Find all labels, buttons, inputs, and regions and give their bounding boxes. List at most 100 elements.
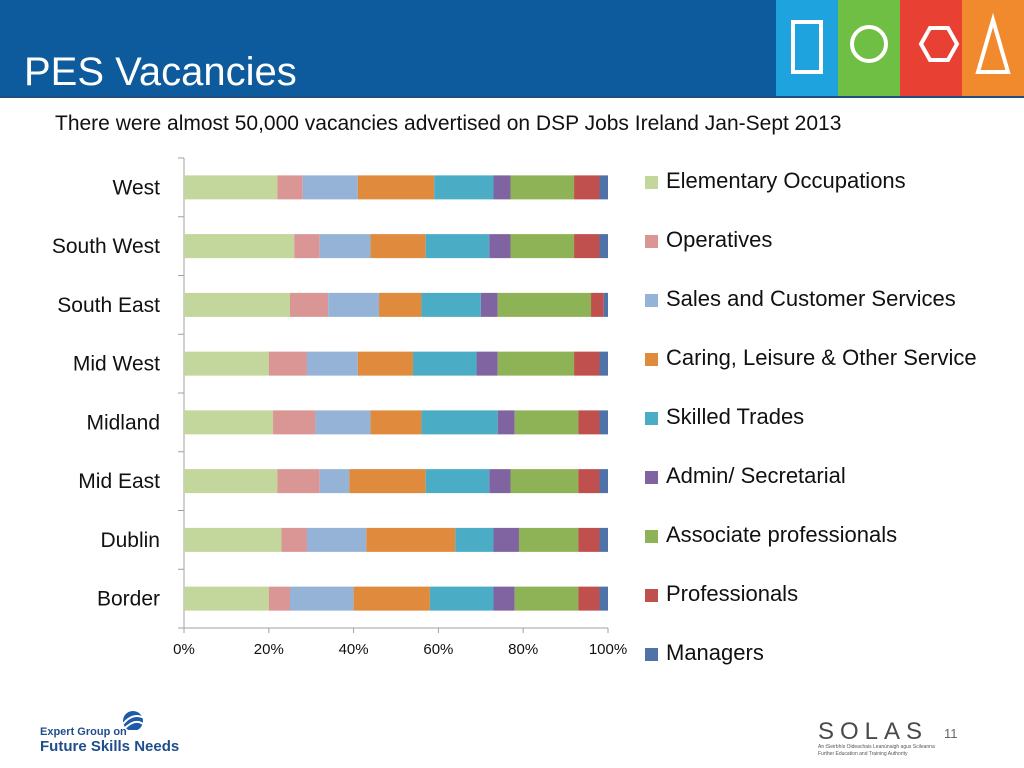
category-label: Dublin	[100, 529, 160, 552]
legend-label: Admin/ Secretarial	[666, 463, 846, 488]
legend-swatch	[645, 412, 658, 425]
shapes-logo	[776, 0, 1024, 96]
bar-segment	[493, 175, 511, 200]
bar-segment	[514, 410, 579, 435]
bar-segment	[184, 410, 274, 435]
legend-swatch	[645, 471, 658, 484]
bar-segment	[315, 410, 371, 435]
bar-segment	[425, 234, 490, 259]
bar-segment	[184, 234, 295, 259]
bar-segment	[319, 234, 371, 259]
legend-label: Professionals	[666, 581, 799, 606]
bar-segment	[434, 175, 494, 200]
bar-segment	[357, 175, 435, 200]
legend-label: Sales and Customer Services	[666, 286, 956, 311]
legend-label: Associate professionals	[666, 522, 898, 547]
bar-segment	[366, 527, 456, 552]
bar-segment	[184, 175, 278, 200]
bar-segment	[421, 410, 498, 435]
legend-swatch	[645, 235, 658, 248]
bar-segment	[599, 234, 608, 259]
bar-segment	[510, 469, 579, 494]
bar-segment	[489, 234, 511, 259]
legend-label: Operatives	[666, 227, 773, 252]
bar-segment	[277, 469, 320, 494]
bar-segment	[599, 586, 608, 611]
bar-segment	[294, 234, 320, 259]
expert-group-logo	[122, 711, 145, 730]
bar-segment	[489, 469, 511, 494]
expert-group-line2: Future Skills Needs	[40, 738, 180, 755]
bar-segment	[599, 410, 608, 435]
header-divider	[0, 96, 1024, 98]
bar-segment	[268, 351, 307, 376]
legend-swatch	[645, 589, 658, 602]
category-label: West	[113, 176, 161, 199]
bar-segment	[290, 586, 354, 611]
logo-block-red	[900, 0, 962, 96]
bar-segment	[353, 586, 430, 611]
bar-segment	[510, 175, 575, 200]
header-bar	[0, 0, 776, 96]
bar-segment	[370, 234, 426, 259]
bar-segment	[302, 175, 358, 200]
x-tick-label: 60%	[423, 641, 453, 658]
triangle-icon	[975, 12, 1011, 74]
bar-segment	[574, 351, 600, 376]
bar-segment	[574, 175, 600, 200]
bar-segment	[574, 234, 600, 259]
slide-subtitle: There were almost 50,000 vacancies adver…	[55, 112, 842, 135]
bar-segment	[578, 469, 600, 494]
bar-segment	[319, 469, 350, 494]
bar-segment	[603, 292, 608, 317]
logo-block-green	[838, 0, 900, 96]
bar-segment	[510, 234, 575, 259]
logo-block-blue	[776, 0, 838, 96]
bar-segment	[493, 586, 515, 611]
legend-label: Managers	[666, 640, 764, 665]
bar-segment	[599, 527, 608, 552]
bar-segment	[349, 469, 426, 494]
bar-segment	[306, 351, 358, 376]
page-number: 11	[944, 726, 958, 741]
rectangle-icon	[791, 20, 823, 74]
bar-segment	[290, 292, 329, 317]
category-label: Border	[97, 588, 160, 611]
bar-segment	[306, 527, 367, 552]
legend-swatch	[645, 353, 658, 366]
bar-segment	[412, 351, 477, 376]
bar-segment	[268, 586, 290, 611]
bar-segment	[184, 351, 269, 376]
legend-label: Skilled Trades	[666, 404, 805, 429]
bar-segment	[599, 175, 608, 200]
bar-segment	[476, 351, 498, 376]
bar-segment	[184, 292, 290, 317]
category-label: Midland	[86, 411, 160, 434]
x-tick-label: 100%	[589, 641, 627, 658]
bar-segment	[591, 292, 604, 317]
stacked-bar-chart: 0% 20% 40% 60% 80% 100% West South West South Ea…	[52, 157, 627, 658]
solas-tagline-2: Further Education and Training Authority	[818, 751, 908, 757]
legend-swatch	[645, 176, 658, 189]
x-tick-label: 0%	[173, 641, 195, 658]
solas-tagline-1: An tSeirbhís Oideachais Leanúnaigh agus …	[818, 744, 935, 750]
bar-segment	[429, 586, 494, 611]
bar-segment	[518, 527, 579, 552]
bar-segment	[455, 527, 494, 552]
bar-segment	[184, 586, 269, 611]
hexagon-icon	[918, 26, 960, 62]
bar-segment	[425, 469, 490, 494]
x-tick-label: 40%	[339, 641, 369, 658]
legend-swatch	[645, 294, 658, 307]
bar-segment	[497, 410, 515, 435]
circle-icon	[850, 25, 888, 63]
bar-segment	[379, 292, 422, 317]
bar-segment	[514, 586, 579, 611]
category-label: Mid West	[73, 353, 160, 376]
bar-segment	[480, 292, 498, 317]
bar-segment	[370, 410, 422, 435]
category-label: South West	[52, 235, 160, 258]
bar-segment	[578, 527, 600, 552]
bar-segment	[497, 292, 592, 317]
bar-segment	[184, 469, 278, 494]
